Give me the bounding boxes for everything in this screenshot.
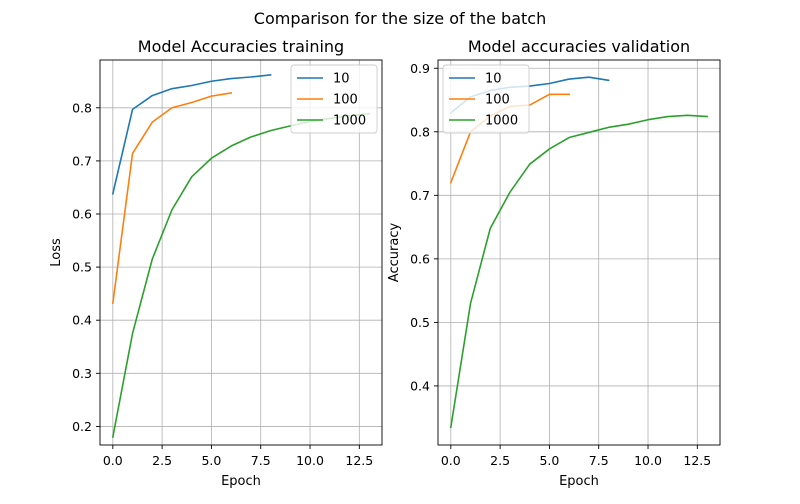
chart-title: Model Accuracies training [138, 37, 344, 56]
chart-2: 0.0 2.5 5.0 7.5 10.0 12.5 0.4 0.5 0.6 0.7 0.8 0.9 Mo… [387, 37, 721, 489]
y-tick-label: 0.3 [72, 366, 92, 381]
figure-suptitle: Comparison for the size of the batch [254, 9, 546, 28]
chart-1: 0.0 2.5 5.0 7.5 10.0 12.5 0.2 0.3 0.4 0.5 0.6 0.7 0.… [49, 37, 383, 489]
x-tick-label: 12.5 [345, 453, 373, 468]
x-tick-label: 5.0 [201, 453, 221, 468]
y-tick-label: 0.6 [72, 207, 92, 222]
y-tick-label: 0.6 [410, 251, 430, 266]
x-tick-label: 7.5 [251, 453, 271, 468]
x-tick-label: 10.0 [634, 453, 662, 468]
y-tick-label: 0.7 [72, 153, 92, 168]
y-tick-label: 0.8 [72, 100, 92, 115]
legend-box [442, 64, 530, 134]
y-tick-label: 0.4 [72, 313, 92, 328]
legend: 10 100 1000 [442, 64, 530, 134]
y-tick-label: 0.8 [410, 124, 430, 139]
legend-box [290, 64, 378, 134]
y-tick-label: 0.4 [410, 378, 430, 393]
y-axis-label: Accuracy [387, 223, 402, 283]
charts-group: 0.0 2.5 5.0 7.5 10.0 12.50.20.30.40.50.60.70.… [49, 37, 721, 489]
x-tick-label: 2.5 [490, 453, 510, 468]
series-line-100 [111, 92, 233, 305]
legend-label: 10 [333, 72, 350, 87]
x-tick-label: 5.0 [539, 453, 559, 468]
legend-label: 1000 [333, 114, 366, 129]
legend-label: 100 [485, 93, 510, 108]
x-axis-label: Epoch [221, 474, 261, 489]
axes-frame [437, 59, 721, 446]
y-axis-label: Loss [49, 238, 64, 267]
x-tick-label: 0.0 [103, 453, 123, 468]
x-tick-label: 2.5 [152, 453, 172, 468]
y-tick-label: 0.5 [72, 260, 92, 275]
legend-label: 100 [333, 93, 358, 108]
y-tick-label: 0.5 [410, 315, 430, 330]
series-line-1000 [449, 114, 709, 429]
x-axis-label: Epoch [559, 474, 599, 489]
series-line-10 [111, 73, 272, 195]
x-tick-label: 0.0 [441, 453, 461, 468]
x-tick-label: 10.0 [296, 453, 324, 468]
y-tick-label: 0.9 [410, 61, 430, 76]
x-tick-label: 12.5 [683, 453, 711, 468]
y-tick-label: 0.2 [72, 419, 92, 434]
legend-label: 1000 [485, 114, 518, 129]
axes-frame [99, 59, 383, 446]
x-tick-label: 7.5 [589, 453, 609, 468]
y-tick-label: 0.7 [410, 188, 430, 203]
chart-title: Model accuracies validation [468, 37, 690, 56]
legend: 10 100 1000 [290, 64, 378, 134]
legend-label: 10 [485, 72, 502, 87]
